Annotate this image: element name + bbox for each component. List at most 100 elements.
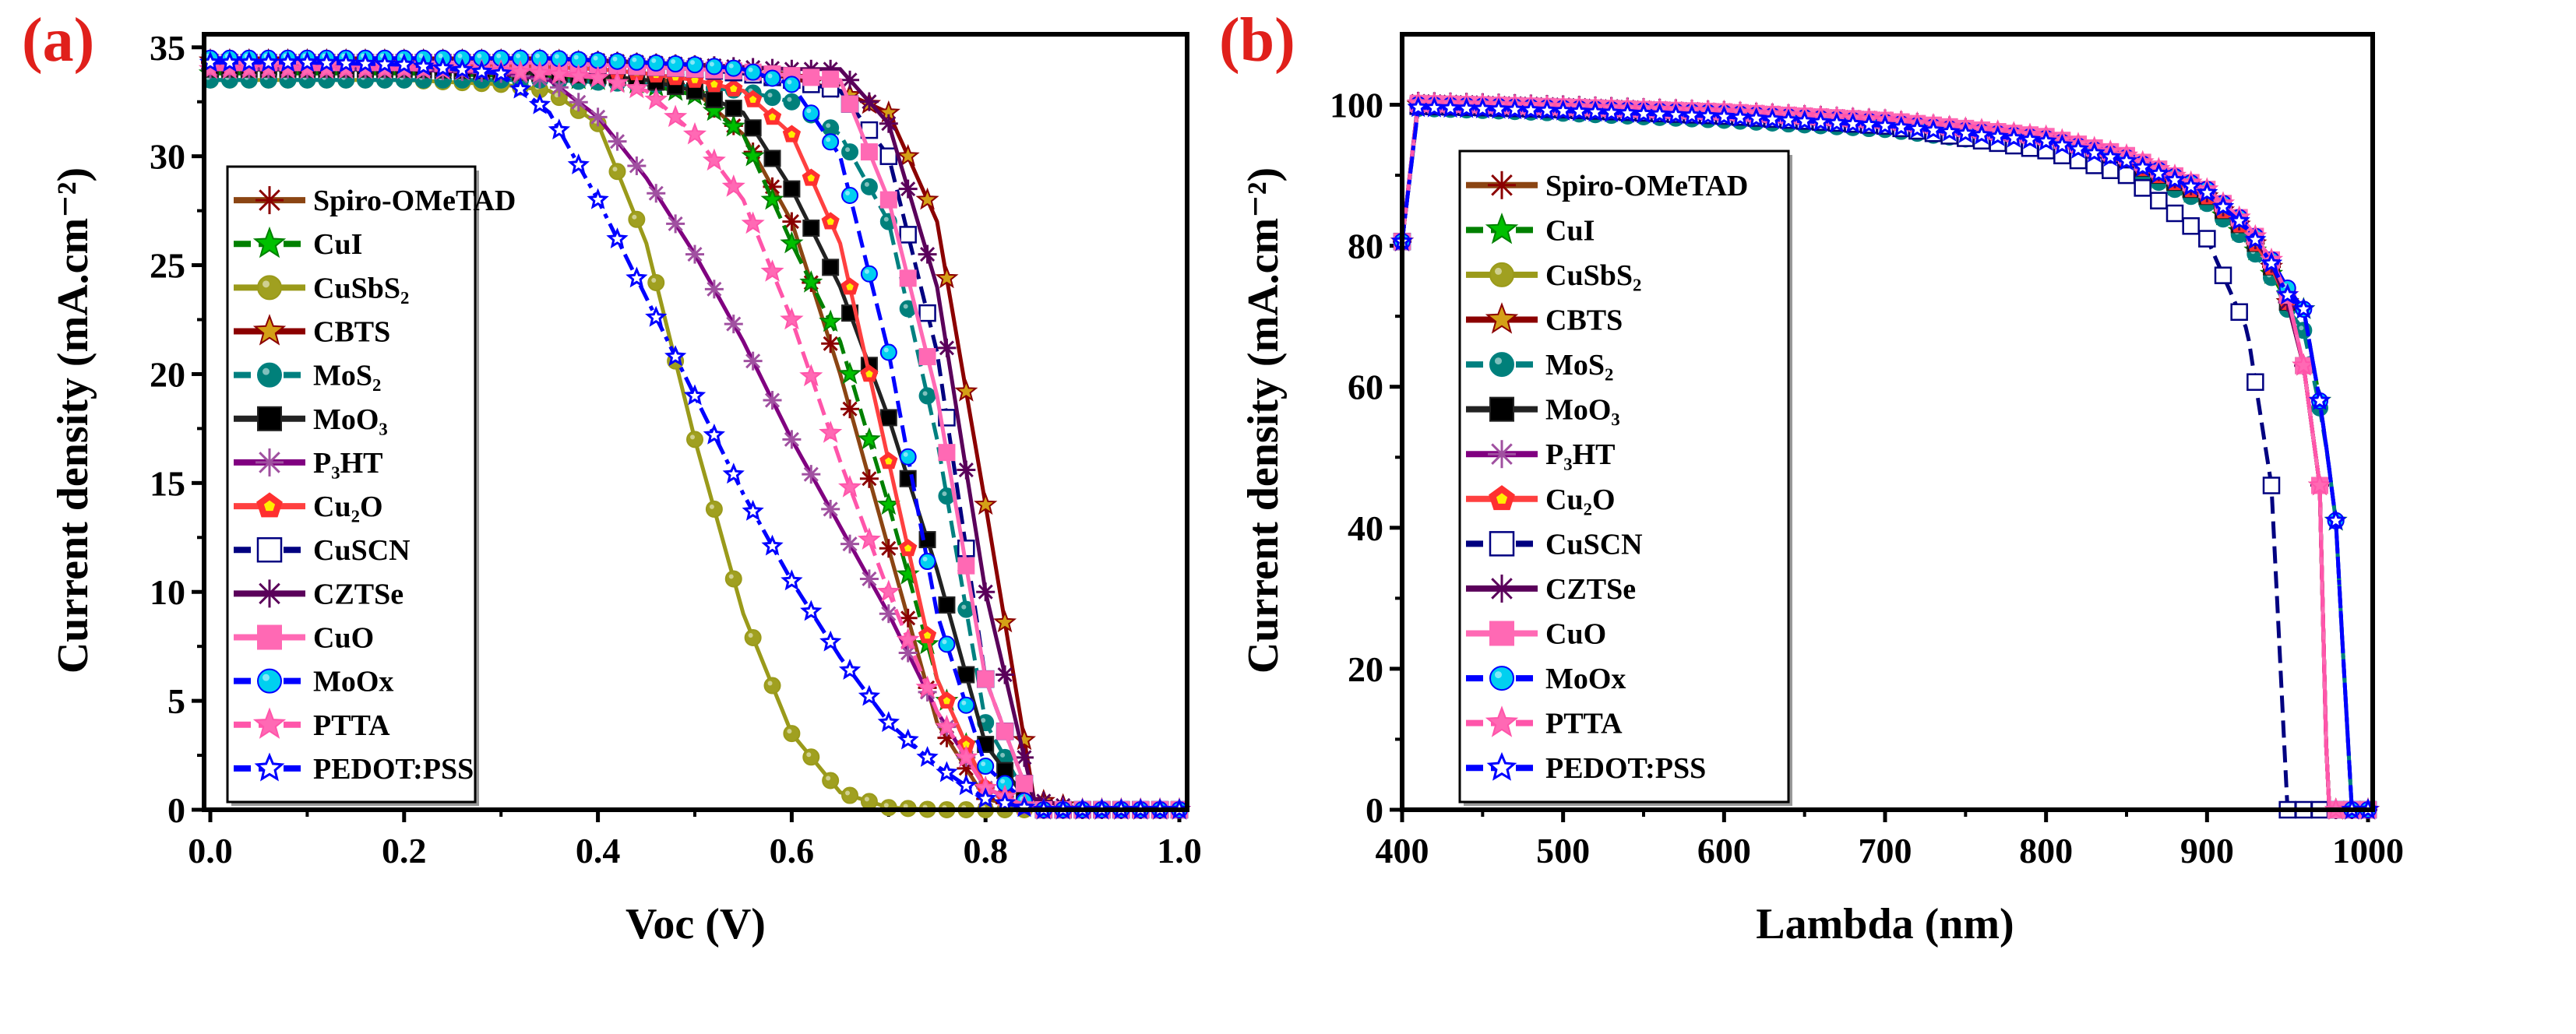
data-point — [974, 787, 997, 809]
legend-label: P₃HT — [1545, 438, 1616, 471]
data-point — [742, 499, 764, 521]
data-point — [721, 174, 745, 197]
x-tick-label: 0.6 — [770, 831, 815, 870]
data-point — [802, 69, 820, 86]
legend-marker — [1488, 574, 1516, 603]
data-point — [918, 304, 936, 322]
legend-item: CuSbS₂ — [1466, 259, 1641, 292]
legend-label: MoO₃ — [313, 403, 388, 436]
legend-marker — [1489, 666, 1514, 691]
data-point — [938, 596, 956, 614]
legend-b: Spiro-OMeTAD CuI CuSbS₂ CBTS MoS₂ MoO₃ P₃HT Cu₂… — [1458, 149, 1792, 806]
x-tick-label: 0.4 — [576, 831, 621, 870]
data-point — [783, 93, 801, 111]
data-point — [955, 774, 978, 796]
data-point — [879, 343, 897, 361]
data-point — [763, 149, 781, 167]
data-point — [645, 305, 668, 327]
legend-item: MoO₃ — [234, 403, 388, 436]
data-point — [763, 391, 782, 410]
x-tick-label: 500 — [1536, 831, 1590, 870]
data-point — [627, 156, 647, 175]
data-point — [841, 187, 859, 205]
data-point — [686, 431, 703, 448]
legend-label: CBTS — [1545, 304, 1623, 337]
series-pedot-pss — [1390, 96, 2380, 820]
data-point — [628, 53, 646, 71]
plot-frame-b — [1400, 32, 2375, 812]
data-point — [1745, 107, 1767, 128]
data-point — [2165, 204, 2184, 223]
y-tick-label: 20 — [1348, 649, 1383, 689]
data-point — [2163, 168, 2187, 190]
data-point — [879, 604, 898, 624]
legend-item: CuO — [1466, 618, 1606, 651]
legend-item: Spiro-OMeTAD — [234, 185, 516, 217]
data-point — [821, 334, 840, 353]
data-point — [821, 499, 840, 519]
data-point — [783, 76, 801, 93]
legend-marker — [1489, 352, 1514, 378]
data-point — [857, 427, 881, 450]
legend-marker — [257, 668, 282, 694]
legend-label: P₃HT — [313, 447, 383, 480]
data-point — [1954, 121, 1977, 143]
data-point — [586, 65, 610, 88]
data-point — [799, 364, 823, 387]
data-point — [608, 132, 627, 151]
y-tick-label: 25 — [150, 246, 185, 286]
y-tick-label: 80 — [1348, 227, 1383, 266]
data-point — [1728, 106, 1752, 128]
legend-item: Spiro-OMeTAD — [1466, 170, 1748, 202]
data-point — [896, 143, 920, 167]
data-point — [898, 643, 918, 663]
data-point — [1858, 113, 1880, 135]
data-point — [860, 364, 879, 382]
data-point — [763, 677, 781, 695]
data-point — [296, 51, 319, 72]
data-point — [802, 168, 820, 186]
data-point — [2180, 174, 2202, 196]
data-point — [782, 212, 802, 231]
data-point — [2262, 477, 2281, 494]
data-point — [858, 684, 881, 706]
data-point — [840, 534, 860, 554]
data-point — [897, 728, 919, 750]
data-point — [760, 187, 784, 210]
y-tick-label: 20 — [150, 354, 185, 394]
data-point — [859, 469, 879, 488]
data-point — [800, 600, 823, 621]
data-point — [781, 569, 803, 591]
legend-item: CuSCN — [1466, 528, 1643, 561]
data-point — [841, 95, 859, 113]
data-point — [840, 277, 859, 295]
data-point — [647, 273, 665, 291]
data-point — [2018, 128, 2042, 149]
data-point — [702, 148, 726, 171]
data-point — [490, 62, 513, 83]
data-point — [899, 226, 917, 244]
data-point — [899, 300, 917, 318]
legend-item: PTTA — [234, 707, 390, 742]
data-point — [957, 600, 975, 618]
data-point — [896, 627, 920, 650]
legend-label: MoOx — [313, 666, 393, 698]
legend-item: Cu₂O — [234, 491, 383, 523]
data-point — [802, 104, 820, 122]
legend-a: Spiro-OMeTAD CuI CuSbS₂ CBTS MoS₂ MoO₃ P₃HT Cu₂… — [226, 165, 516, 806]
legend-item: CuSCN — [234, 534, 411, 567]
legend-marker — [254, 752, 285, 782]
data-point — [938, 444, 956, 462]
legend-item: CuI — [1466, 213, 1595, 247]
data-point — [608, 163, 626, 181]
data-point — [996, 665, 1015, 684]
data-point — [993, 610, 1017, 633]
data-point — [373, 52, 396, 74]
legend-label: CZTSe — [313, 578, 403, 610]
data-point — [974, 492, 998, 515]
data-point — [2115, 149, 2138, 171]
data-point — [780, 230, 804, 254]
data-point — [954, 745, 978, 768]
data-point — [782, 430, 802, 449]
data-point — [721, 114, 745, 137]
